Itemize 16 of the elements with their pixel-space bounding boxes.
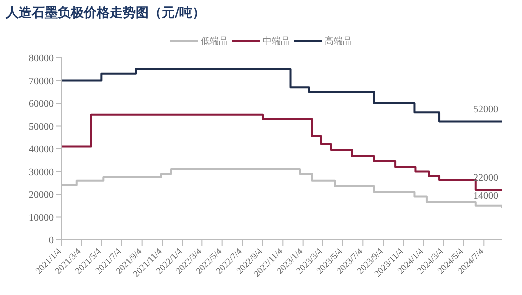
- y-tick-label: 50000: [29, 122, 54, 133]
- annotation: 14000: [474, 191, 498, 202]
- y-tick-label: 20000: [29, 190, 54, 202]
- y-tick-label: 0: [49, 236, 54, 247]
- legend-label: 高端品: [324, 36, 352, 48]
- legend-label: 低端品: [200, 36, 228, 48]
- y-tick-label: 40000: [29, 144, 54, 156]
- y-tick-label: 70000: [29, 76, 54, 88]
- chart-title: 人造石墨负极价格走势图（元/吨）: [4, 5, 207, 23]
- annotation: 52000: [474, 104, 498, 116]
- y-tick-label: 60000: [29, 99, 54, 110]
- annotation: 22000: [474, 172, 498, 184]
- y-tick-label: 10000: [29, 212, 54, 224]
- y-tick-label: 30000: [29, 167, 54, 178]
- y-tick-label: 80000: [29, 54, 54, 65]
- legend-label: 中端品: [262, 36, 290, 48]
